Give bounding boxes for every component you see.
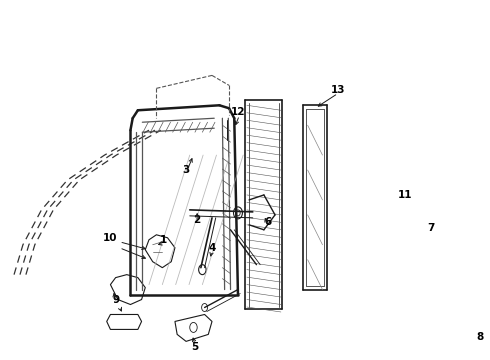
Text: 6: 6 (264, 217, 271, 227)
Text: 11: 11 (397, 190, 412, 200)
Text: 12: 12 (231, 107, 245, 117)
Text: 4: 4 (208, 243, 216, 253)
Text: 7: 7 (427, 223, 435, 233)
Text: 5: 5 (191, 342, 198, 352)
Text: 13: 13 (331, 85, 345, 95)
Text: 1: 1 (160, 235, 168, 245)
Text: 10: 10 (103, 233, 118, 243)
Text: 3: 3 (182, 165, 190, 175)
Text: 2: 2 (194, 215, 201, 225)
Text: 9: 9 (112, 294, 119, 305)
Text: 8: 8 (477, 332, 484, 342)
